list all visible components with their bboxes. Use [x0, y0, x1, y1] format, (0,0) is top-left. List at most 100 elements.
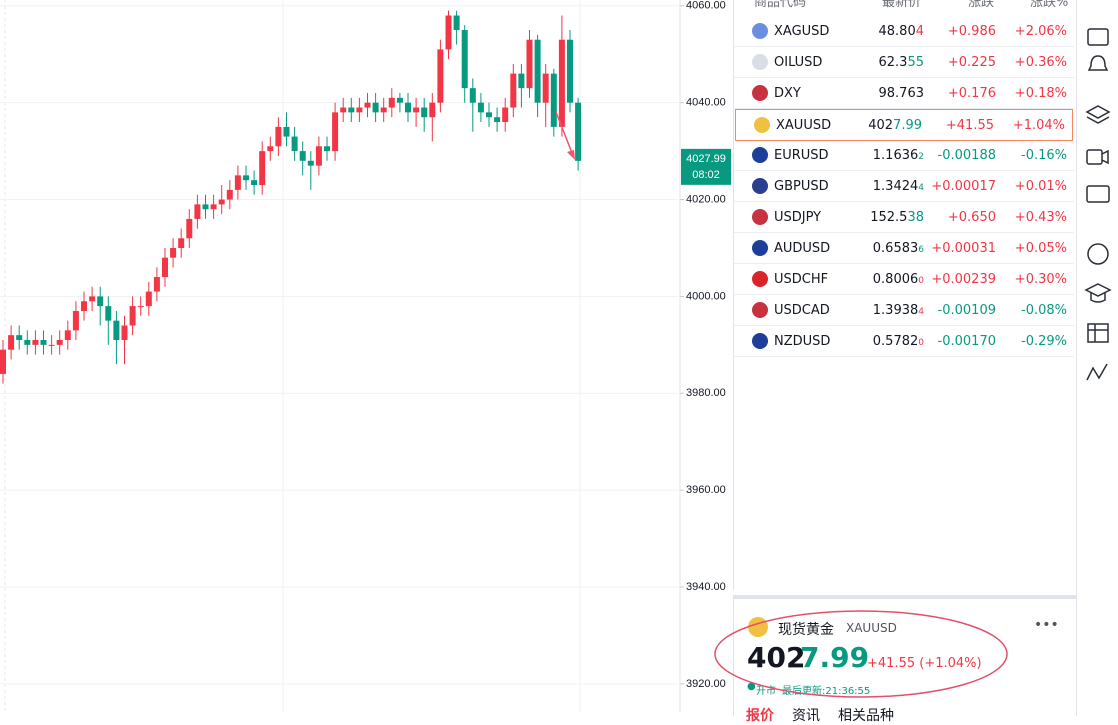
watchlist-row[interactable]: USDJPY 152.538 +0.650 +0.43% [734, 202, 1074, 233]
watchlist-row[interactable]: OILUSD 62.355 +0.225 +0.36% [734, 47, 1074, 78]
symbol-icon [752, 271, 768, 287]
change: +0.00239 [931, 272, 996, 287]
price-tail: 7.99 [893, 118, 922, 133]
change: +0.00017 [931, 179, 996, 194]
quote-panel: 现货黄金 XAUUSD ••• 402 7.99 +41.55 (+1.04%)… [733, 595, 1077, 724]
change-pct: +0.05% [1014, 241, 1067, 256]
change: +0.00031 [931, 241, 996, 256]
symbol-icon [752, 302, 768, 318]
watchlist-row[interactable]: GBPUSD 1.34244 +0.00017 +0.01% [734, 171, 1074, 202]
change: +0.986 [947, 24, 996, 39]
candle-body [502, 107, 509, 123]
candles [0, 10, 582, 384]
column-header: 涨跌% [1030, 0, 1069, 10]
candle-body [178, 238, 185, 248]
candle-body [64, 330, 71, 341]
price: 48.804 [879, 24, 925, 39]
candle-body [567, 39, 573, 103]
table-lines [1088, 324, 1108, 342]
price: 0.80060 [873, 272, 924, 287]
watchlist-row[interactable]: XAGUSD 48.804 +0.986 +2.06% [734, 16, 1074, 47]
watchlist-row[interactable]: USDCHF 0.80060 +0.00239 +0.30% [734, 264, 1074, 295]
candle-body [186, 218, 193, 239]
price: 0.57820 [873, 334, 924, 349]
bell-icon[interactable] [1087, 55, 1109, 71]
table-icon[interactable] [1087, 323, 1109, 343]
symbol: USDCHF [774, 272, 829, 287]
candle-body [8, 335, 15, 350]
candle-body [251, 180, 258, 186]
target-icon[interactable] [1087, 243, 1109, 265]
y-tick-label: 3980.00 [686, 387, 726, 399]
candle-body [162, 257, 168, 278]
candle-body [267, 146, 274, 152]
symbol: USDCAD [774, 303, 830, 318]
education-icon[interactable] [1084, 283, 1112, 303]
change-pct: +0.43% [1014, 210, 1067, 225]
more-button[interactable]: ••• [1034, 617, 1059, 633]
price: 4027.99 [868, 118, 922, 133]
change: +0.650 [947, 210, 996, 225]
candle-body [315, 146, 322, 166]
price-main: 402 [868, 118, 894, 133]
candle-body [218, 199, 225, 205]
wallet-icon[interactable] [1087, 28, 1109, 46]
change-pct: -0.08% [1021, 303, 1067, 318]
price-main: 98.763 [878, 86, 925, 101]
candle-body [324, 146, 330, 152]
candle-body [494, 117, 501, 123]
candle-body [137, 306, 144, 308]
y-tick-label: 3920.00 [686, 678, 726, 690]
tab[interactable]: 相关品种 [838, 708, 894, 724]
watchlist-row[interactable]: EURUSD 1.16362 -0.00188 -0.16% [734, 140, 1074, 171]
price: 0.65836 [873, 241, 924, 256]
chart-icon[interactable] [1086, 363, 1108, 381]
price: 98.763 [879, 86, 925, 101]
video-icon[interactable] [1086, 149, 1103, 165]
symbol: DXY [774, 86, 801, 101]
candle-body [32, 340, 39, 345]
price-main: 1.3424 [872, 179, 919, 194]
change-pct: +0.30% [1014, 272, 1067, 287]
chat-icon[interactable] [1086, 185, 1110, 203]
symbol: XAGUSD [774, 24, 830, 39]
change-pct: +0.18% [1014, 86, 1067, 101]
candle-body [518, 73, 525, 89]
tab[interactable]: 资讯 [792, 708, 820, 724]
column-header: 涨跌 [968, 0, 995, 10]
price-main: 1.1636 [872, 148, 919, 163]
price-axis: 4060.00 4040.00 4020.00 4000.00 3980.00 3960.… [680, 0, 731, 690]
candle-body [16, 335, 23, 341]
last-price-label: 4027.99 [686, 153, 726, 165]
candle-body [445, 15, 452, 50]
watchlist-row[interactable]: XAUUSD 4027.99 +41.55 +1.04% [735, 109, 1073, 141]
candle-body [348, 107, 355, 113]
candle-body [226, 189, 233, 200]
price: 152.538 [870, 210, 924, 225]
y-tick-label: 4060.00 [686, 0, 726, 12]
change-pct: -0.16% [1021, 148, 1067, 163]
watchlist-row[interactable]: DXY 98.763 +0.176 +0.18% [734, 78, 1074, 109]
chart: 4060.00 4040.00 4020.00 4000.00 3980.00 3960.… [0, 0, 731, 712]
price-main: 48.80 [878, 24, 916, 39]
watchlist-row[interactable]: NZDUSD 0.57820 -0.00170 -0.29% [734, 326, 1074, 357]
candle-body [307, 160, 314, 166]
candle-body [121, 325, 128, 341]
layers-icon[interactable] [1085, 105, 1111, 124]
change: +41.55 [945, 118, 994, 133]
candle-body [72, 310, 79, 331]
change-pct: +2.06% [1014, 24, 1067, 39]
grid [0, 5, 680, 685]
candle-body [510, 73, 517, 108]
candle-body [477, 102, 484, 113]
change: +0.225 [947, 55, 996, 70]
symbol-icon [754, 117, 770, 133]
price-main: 0.8006 [872, 272, 919, 287]
watchlist-row[interactable]: USDCAD 1.39384 -0.00109 -0.08% [734, 295, 1074, 326]
watchlist-row[interactable]: AUDUSD 0.65836 +0.00031 +0.05% [734, 233, 1074, 264]
tab[interactable]: 报价 [746, 708, 774, 724]
price-tail: 0 [918, 276, 924, 286]
candle-body [486, 112, 492, 118]
quote-symbol: XAUUSD [846, 621, 897, 635]
symbol: XAUUSD [776, 118, 832, 133]
